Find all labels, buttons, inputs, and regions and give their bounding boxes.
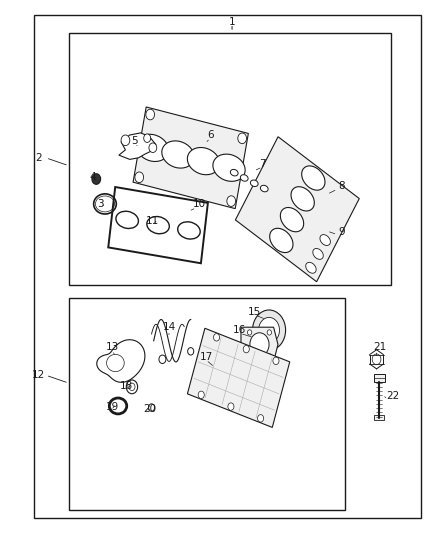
Ellipse shape [213, 154, 245, 181]
Bar [34, 14, 421, 519]
Ellipse shape [306, 262, 316, 273]
Text: 7: 7 [259, 159, 266, 168]
Circle shape [267, 330, 272, 335]
Polygon shape [235, 137, 359, 282]
Circle shape [227, 196, 236, 206]
Circle shape [372, 354, 381, 365]
Text: 8: 8 [339, 181, 345, 191]
Circle shape [247, 354, 252, 359]
Circle shape [146, 109, 155, 120]
Text: 9: 9 [339, 227, 345, 237]
Text: 4: 4 [89, 172, 96, 182]
Circle shape [228, 403, 234, 410]
Circle shape [121, 135, 130, 146]
Circle shape [250, 333, 269, 356]
Circle shape [135, 172, 144, 183]
Bar [69, 298, 345, 511]
Ellipse shape [291, 187, 314, 211]
Text: 1: 1 [229, 17, 235, 27]
Ellipse shape [162, 141, 194, 168]
Text: 10: 10 [193, 199, 206, 209]
Ellipse shape [251, 180, 258, 187]
Ellipse shape [270, 228, 293, 253]
Circle shape [267, 354, 272, 359]
Polygon shape [106, 354, 124, 372]
Circle shape [198, 391, 204, 399]
Ellipse shape [240, 175, 248, 181]
Circle shape [258, 415, 264, 422]
Circle shape [213, 334, 219, 341]
Text: 12: 12 [32, 370, 45, 380]
Polygon shape [187, 328, 290, 427]
Bar [374, 374, 385, 382]
Text: 3: 3 [97, 199, 104, 209]
Text: 13: 13 [106, 342, 119, 352]
Text: 15: 15 [248, 306, 261, 317]
Text: 18: 18 [120, 381, 133, 391]
Circle shape [243, 345, 249, 353]
Ellipse shape [302, 166, 325, 190]
Circle shape [258, 317, 279, 343]
Circle shape [144, 134, 151, 142]
Text: 20: 20 [143, 403, 156, 414]
Bar [69, 33, 391, 285]
Circle shape [149, 143, 157, 152]
Ellipse shape [136, 134, 169, 161]
Ellipse shape [187, 148, 219, 175]
Text: 17: 17 [199, 352, 212, 361]
Circle shape [273, 357, 279, 365]
Text: 21: 21 [374, 342, 387, 352]
Polygon shape [119, 133, 156, 159]
Text: 19: 19 [106, 402, 119, 412]
Text: 11: 11 [146, 216, 159, 227]
Text: 2: 2 [35, 153, 42, 163]
Ellipse shape [313, 248, 323, 260]
Text: 22: 22 [386, 391, 400, 401]
Ellipse shape [320, 235, 330, 246]
Circle shape [238, 133, 247, 143]
Polygon shape [241, 327, 278, 362]
Polygon shape [133, 107, 248, 208]
Bar [374, 416, 385, 419]
Circle shape [129, 383, 135, 391]
Text: 6: 6 [207, 130, 214, 140]
Text: 14: 14 [162, 322, 176, 333]
Circle shape [253, 310, 286, 350]
Circle shape [92, 174, 101, 184]
Ellipse shape [280, 207, 304, 232]
Ellipse shape [230, 169, 238, 176]
Circle shape [247, 330, 252, 335]
Ellipse shape [95, 196, 115, 212]
Ellipse shape [261, 185, 268, 192]
Text: 5: 5 [131, 136, 138, 147]
Text: 16: 16 [233, 325, 247, 335]
